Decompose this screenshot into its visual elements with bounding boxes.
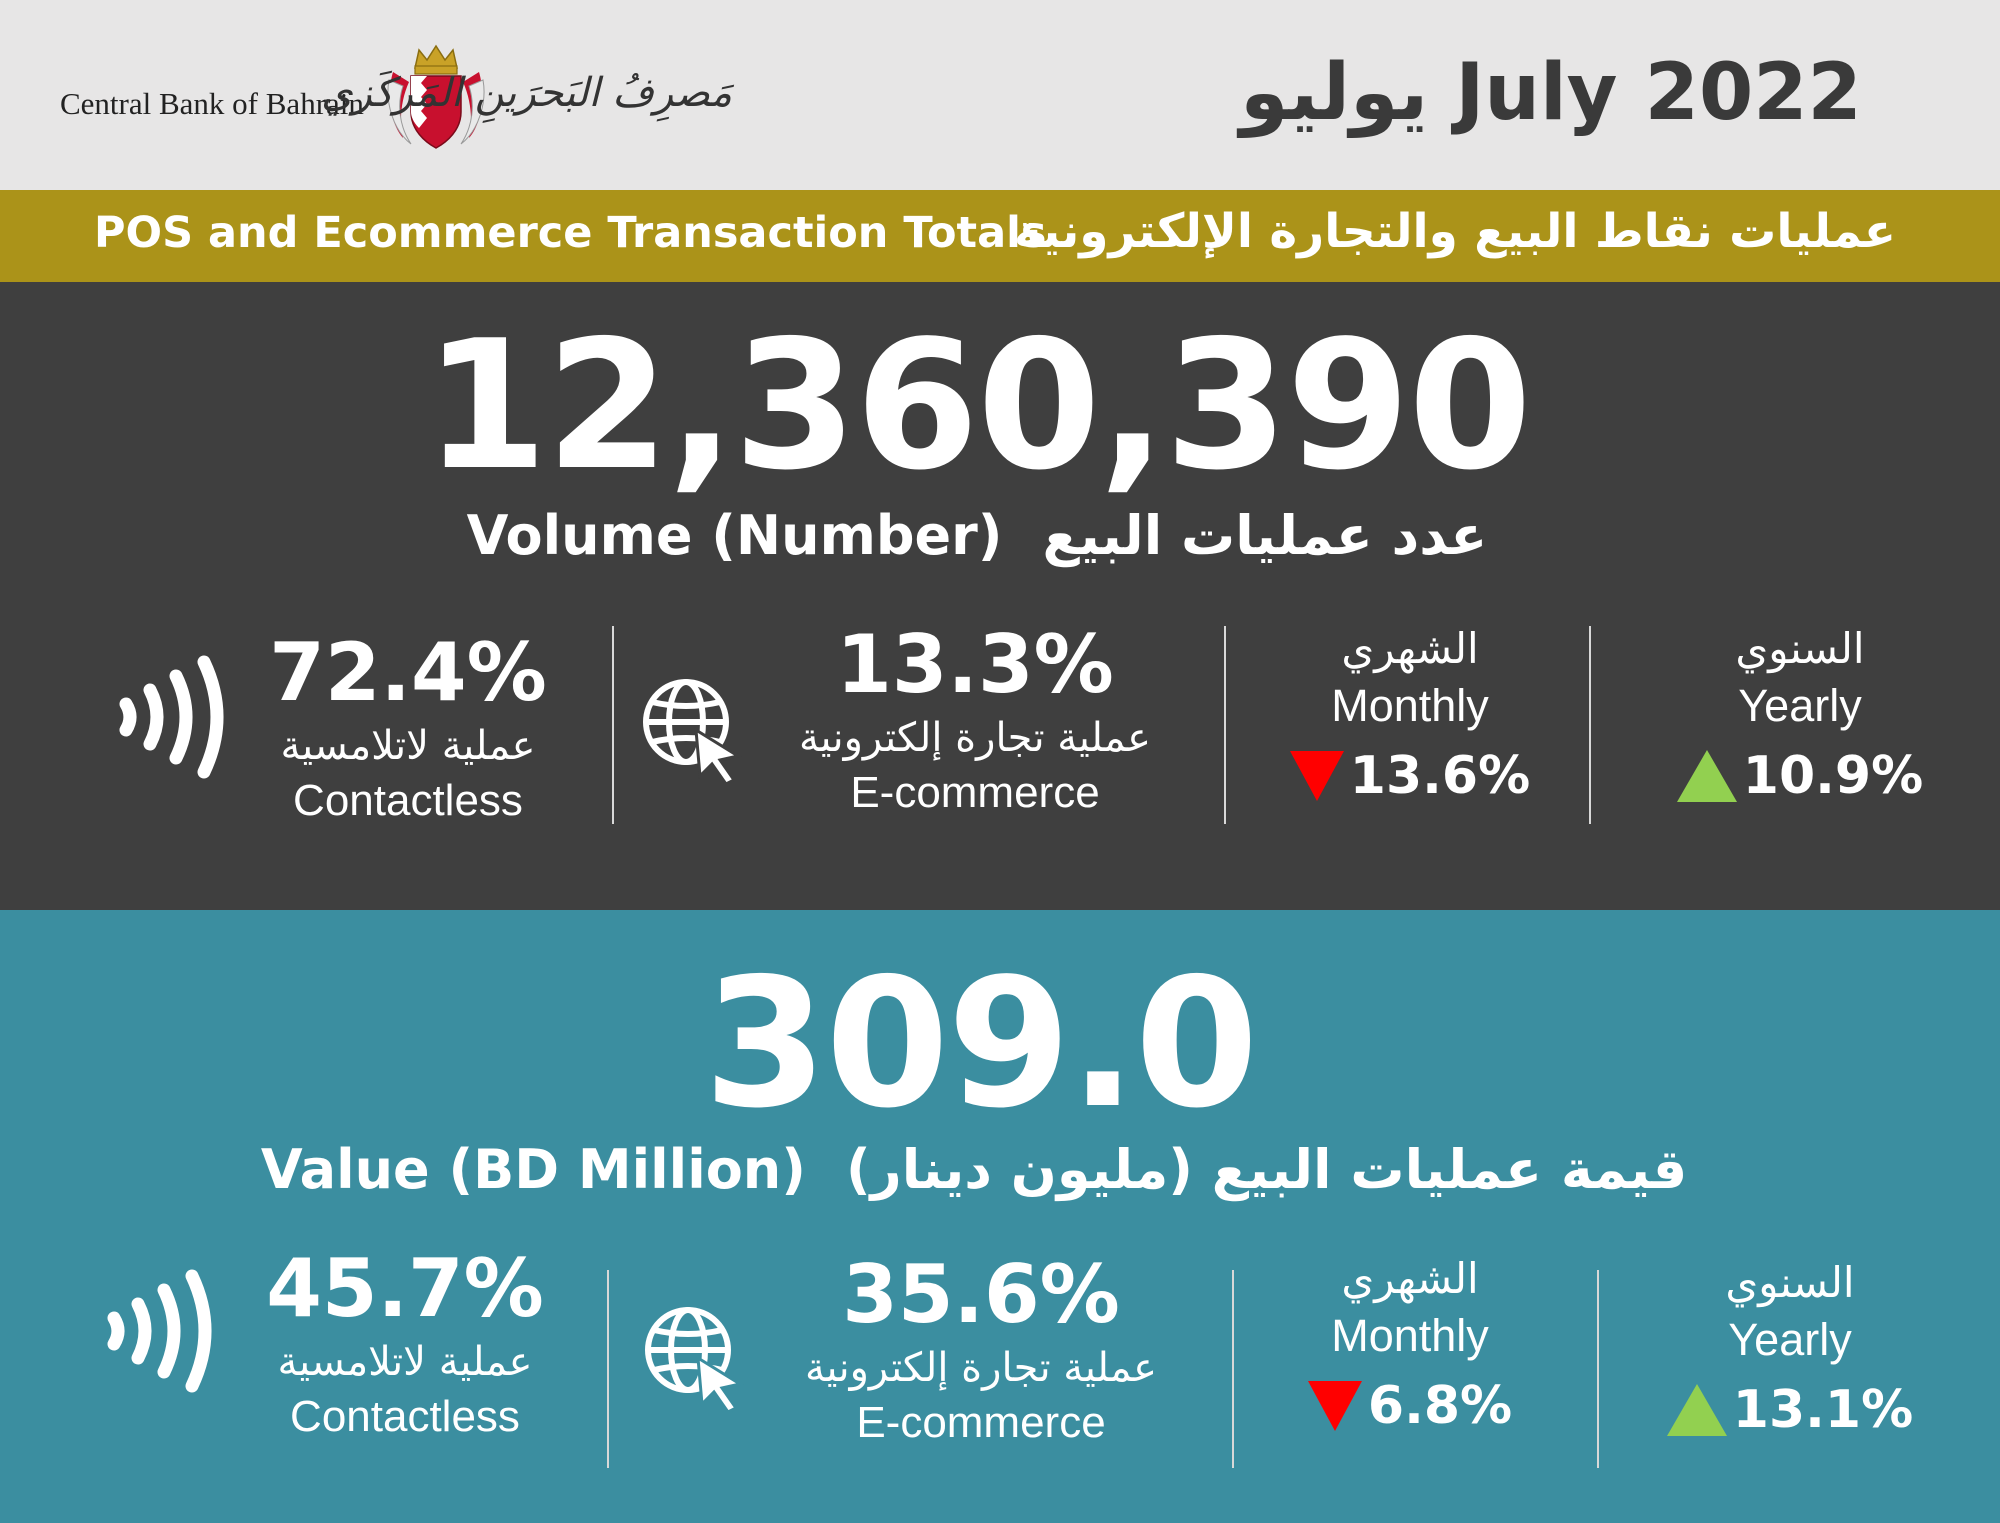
value-ecommerce-label-en: E-commerce: [856, 1398, 1106, 1447]
contactless-icon: [107, 1269, 212, 1393]
divider: [1224, 626, 1226, 824]
value-label-en: Value (BD Million): [260, 1138, 806, 1201]
value-contactless-label-ar: عملية لاتلامسية: [277, 1339, 533, 1385]
volume-yearly-change: 10.9%: [1742, 746, 1924, 806]
up-arrow-icon: [1676, 750, 1737, 802]
globe-cursor-icon: [643, 679, 742, 784]
volume-monthly-label-en: Monthly: [1331, 680, 1489, 731]
divider: [612, 626, 614, 824]
value-yearly-change: 13.1%: [1732, 1380, 1914, 1440]
value-ecommerce-percent: 35.6%: [842, 1248, 1120, 1341]
value-label-ar: قيمة عمليات البيع (مليون دينار): [845, 1138, 1688, 1201]
volume-yearly-label-ar: السنوي: [1735, 624, 1865, 673]
volume-monthly-change: 13.6%: [1349, 746, 1531, 806]
volume-subtitle: Volume (Number) عدد عمليات البيع: [0, 504, 1977, 567]
value-panel: 309.0 Value (BD Million) قيمة عمليات البي…: [0, 910, 2000, 1523]
report-date-title: يوليو July 2022: [1240, 48, 1862, 138]
volume-contactless-label-ar: عملية لاتلامسية: [280, 723, 536, 769]
volume-ecommerce-label-ar: عملية تجارة إلكترونية: [798, 715, 1152, 761]
bank-name-english: Central Bank of Bahrain: [60, 86, 364, 121]
value-yearly-trend: السنوي Yearly 13.1%: [1660, 1254, 1920, 1442]
value-monthly-label-ar: الشهري: [1341, 1254, 1479, 1303]
divider: [1232, 1270, 1234, 1468]
globe-cursor-icon: [645, 1307, 744, 1412]
divider: [607, 1270, 609, 1468]
value-subtitle: Value (BD Million) قيمة عمليات البيع (ملي…: [0, 1138, 1974, 1201]
value-yearly-label-ar: السنوي: [1725, 1258, 1855, 1307]
down-arrow-icon: [1289, 751, 1344, 801]
value-yearly-label-en: Yearly: [1728, 1314, 1852, 1365]
volume-ecommerce-label-en: E-commerce: [850, 768, 1100, 817]
bank-name-arabic: مَصرِفُ البَحرَينِ المَركَزي: [321, 70, 732, 116]
header: Central Bank of Bahrain مَصرِفُ البَحرَي…: [0, 0, 2000, 190]
value-monthly-trend: الشهري Monthly 6.8%: [1290, 1250, 1530, 1438]
volume-label-ar: عدد عمليات البيع: [1042, 504, 1488, 567]
volume-contactless-label-en: Contactless: [293, 776, 523, 825]
bank-crest-icon: [387, 44, 485, 149]
divider: [1597, 1270, 1599, 1468]
volume-panel: 12,360,390 Volume (Number) عدد عمليات الب…: [0, 282, 2000, 910]
volume-contactless-percent: 72.4%: [269, 626, 547, 719]
value-contactless-label-en: Contactless: [290, 1392, 520, 1441]
volume-yearly-label-en: Yearly: [1738, 680, 1862, 731]
volume-monthly-label-ar: الشهري: [1341, 624, 1479, 673]
value-monthly-change: 6.8%: [1367, 1376, 1513, 1436]
up-arrow-icon: [1666, 1384, 1727, 1436]
volume-ecommerce-stat: 13.3% عملية تجارة إلكترونية E-commerce: [770, 620, 1180, 820]
volume-label-en: Volume (Number): [466, 504, 1003, 567]
band-title-arabic: عمليات نقاط البيع والتجارة الإلكترونية: [1013, 204, 1896, 259]
band-title-english: POS and Ecommerce Transaction Totals: [94, 208, 1047, 258]
value-ecommerce-stat: 35.6% عملية تجارة إلكترونية E-commerce: [776, 1250, 1186, 1450]
volume-monthly-trend: الشهري Monthly 13.6%: [1289, 620, 1531, 808]
volume-ecommerce-percent: 13.3%: [836, 618, 1114, 711]
contactless-icon: [119, 655, 224, 779]
down-arrow-icon: [1307, 1381, 1362, 1431]
value-total: 309.0: [703, 940, 1258, 1147]
value-contactless-percent: 45.7%: [266, 1242, 544, 1335]
value-monthly-label-en: Monthly: [1331, 1310, 1489, 1361]
divider: [1589, 626, 1591, 824]
title-band: POS and Ecommerce Transaction Totals عمل…: [0, 190, 2000, 282]
volume-total: 12,360,390: [423, 302, 1532, 509]
value-ecommerce-label-ar: عملية تجارة إلكترونية: [804, 1345, 1158, 1391]
volume-yearly-trend: السنوي Yearly 10.9%: [1670, 620, 1930, 808]
value-contactless-stat: 45.7% عملية لاتلامسية Contactless: [230, 1244, 580, 1444]
volume-contactless-stat: 72.4% عملية لاتلامسية Contactless: [238, 628, 578, 828]
